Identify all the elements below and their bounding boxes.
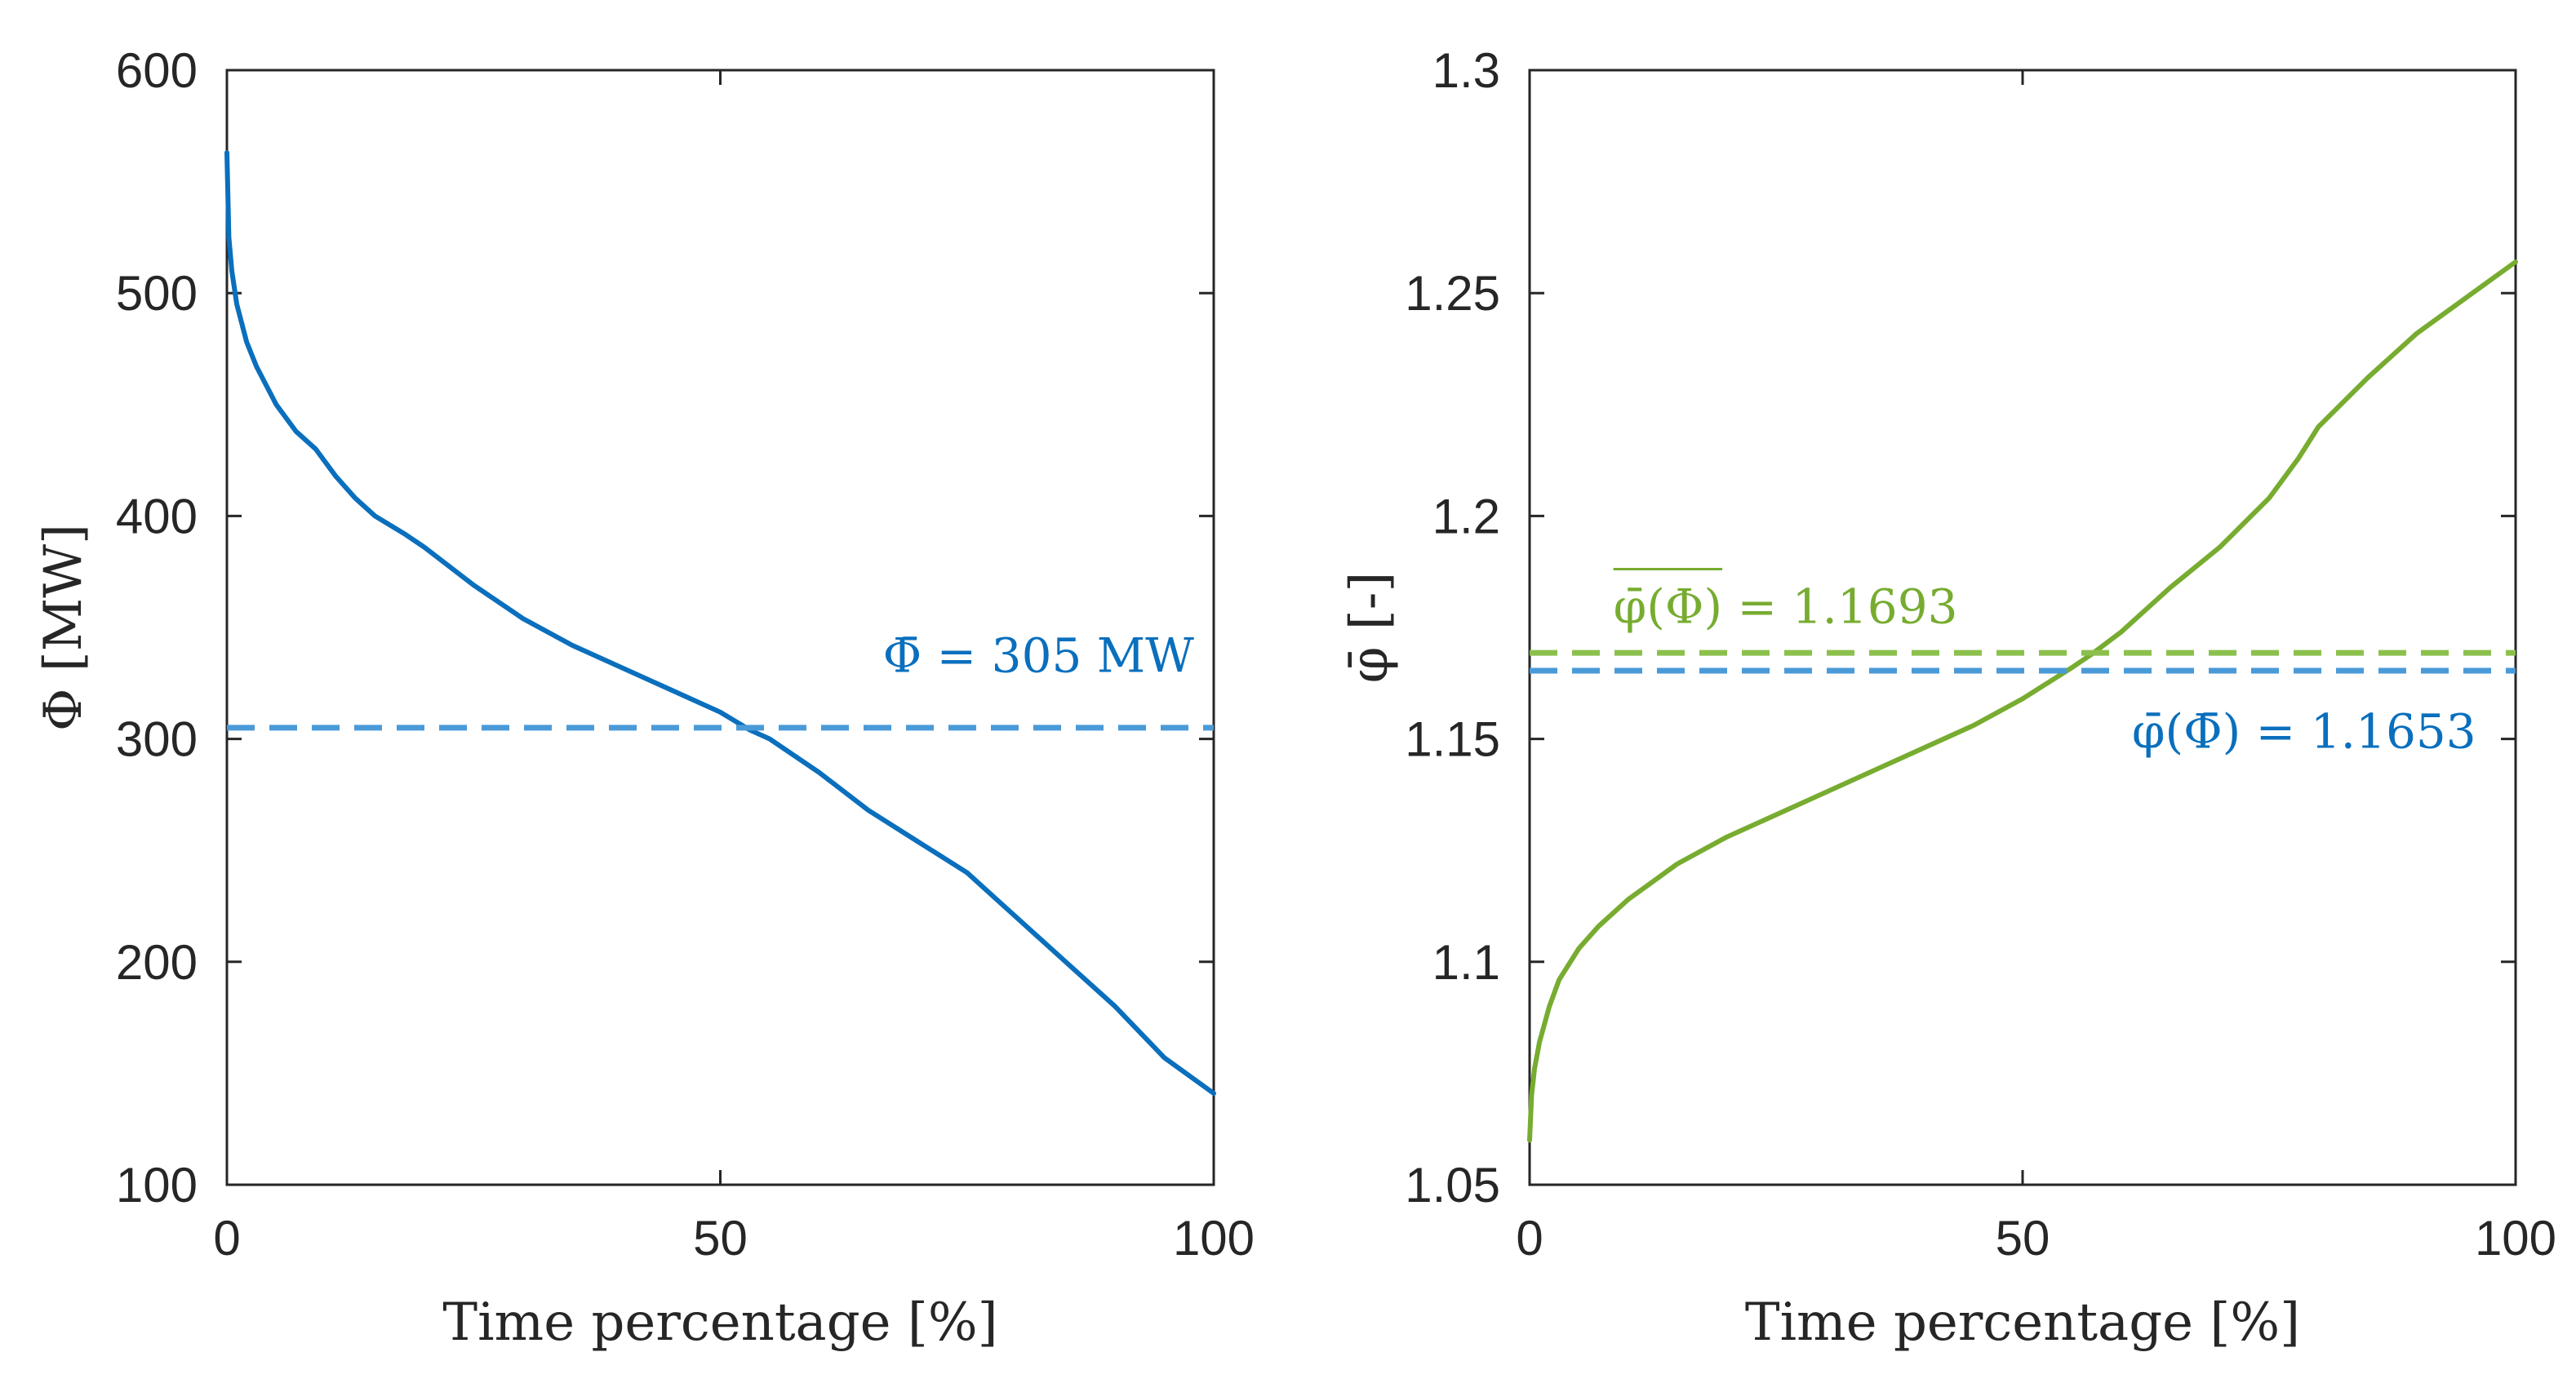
- x-axis-label: Time percentage [%]: [1745, 1292, 2300, 1353]
- y-tick-label: 1.2: [1432, 489, 1500, 543]
- data-curve-1: [224, 150, 1216, 1096]
- y-tick-label: 100: [116, 1158, 198, 1212]
- y-tick-label: 1.05: [1405, 1158, 1500, 1212]
- x-tick-label: 0: [213, 1211, 240, 1266]
- x-axis-label: Time percentage [%]: [442, 1292, 997, 1353]
- data-curve-1: [1527, 259, 2518, 1143]
- y-tick-label: 1.25: [1405, 266, 1500, 321]
- y-tick-label: 1.3: [1432, 43, 1500, 98]
- chart-panel-1: 0 50 100 100 200 300 400 500 600 Time percentage …: [33, 43, 1255, 1353]
- x-tick-label: 100: [1173, 1211, 1255, 1266]
- y-axis-label: Φ [MW]: [33, 524, 94, 731]
- x-tick-label: 0: [1516, 1211, 1543, 1266]
- x-tick-label: 50: [1996, 1211, 2050, 1266]
- annotation-label-1: Φ̄ = 305 MW: [883, 628, 1195, 684]
- annotation-label-2: φ̄(Φ̄) = 1.1653: [2132, 704, 2476, 760]
- y-tick-label: 1.1: [1432, 935, 1500, 990]
- x-tick-label: 50: [693, 1211, 748, 1266]
- x-tick-label: 100: [2475, 1211, 2556, 1266]
- chart-panel-2: 0 50 100 1.05 1.1 1.15 1.2 1.25 1.3 Time percenta…: [1339, 43, 2556, 1353]
- y-axis-label: φ̄ [-]: [1339, 572, 1400, 684]
- y-tick-label: 500: [116, 266, 198, 321]
- y-tick-label: 1.15: [1405, 712, 1500, 767]
- y-tick-label: 400: [116, 489, 198, 543]
- annotation-label-1: φ̄(Φ) = 1.1693: [1614, 579, 1958, 635]
- y-tick-label: 200: [116, 935, 198, 990]
- y-tick-label: 600: [116, 43, 198, 98]
- y-tick-label: 300: [116, 712, 198, 767]
